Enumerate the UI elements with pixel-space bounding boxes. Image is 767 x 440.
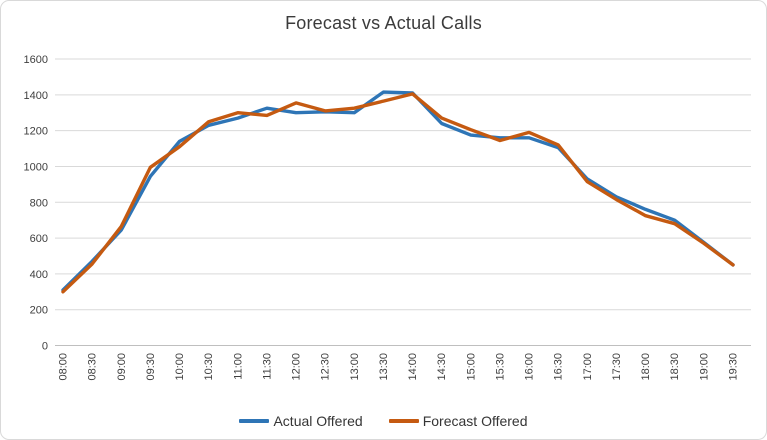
x-tick-label: 12:30: [320, 353, 332, 381]
legend-label: Forecast Offered: [422, 413, 528, 429]
x-tick-label: 11:00: [232, 353, 244, 380]
chart-title: Forecast vs Actual Calls: [285, 13, 482, 33]
y-tick-label: 800: [30, 197, 48, 209]
plot-area: 0 200 400 600 800 1000 1200 1400 1600 08:00 08:30 0…: [24, 54, 751, 381]
x-tick-label: 10:30: [203, 353, 215, 381]
y-tick-label: 0: [42, 341, 48, 353]
x-tick-label: 09:30: [145, 353, 157, 381]
x-tick-label: 15:00: [465, 353, 477, 381]
x-tick-label: 09:00: [116, 353, 128, 381]
x-tick-label: 16:00: [524, 353, 536, 381]
actual-legend-line-icon: [239, 419, 270, 423]
x-tick-label: 08:00: [58, 353, 70, 381]
y-tick-label: 1000: [24, 161, 48, 173]
y-tick-label: 400: [30, 269, 48, 281]
forecast-series-line: [61, 92, 735, 294]
x-tick-label: 13:00: [349, 353, 361, 381]
legend-item: Forecast Offered: [388, 413, 528, 429]
x-tick-label: 17:00: [582, 353, 594, 381]
x-tick-label: 08:30: [87, 353, 99, 381]
y-tick-label: 1200: [24, 126, 48, 138]
x-tick-label: 18:00: [640, 353, 652, 381]
y-tick-label: 1400: [24, 90, 48, 102]
x-tick-label: 13:30: [378, 353, 390, 381]
x-tick-label: 10:00: [174, 353, 186, 381]
x-tick-label: 14:00: [407, 353, 419, 381]
x-tick-label: 19:30: [728, 353, 740, 381]
x-tick-label: 17:30: [611, 353, 623, 381]
x-tick-label: 15:30: [494, 353, 506, 381]
x-tick-label: 19:00: [698, 353, 710, 381]
legend-item: Actual Offered: [239, 413, 363, 429]
x-tick-label: 16:30: [553, 353, 565, 381]
legend: Actual Offered Forecast Offered: [1, 413, 766, 429]
x-tick-label: 11:30: [261, 353, 273, 380]
x-tick-label: 12:00: [291, 353, 303, 381]
actual-series-line: [61, 90, 735, 292]
forecast-legend-line-icon: [388, 419, 419, 423]
x-tick-label: 14:30: [436, 353, 448, 381]
y-tick-label: 600: [30, 233, 48, 245]
y-tick-label: 1600: [24, 54, 48, 66]
legend-label: Actual Offered: [273, 413, 363, 429]
x-tick-label: 18:30: [669, 353, 681, 381]
y-tick-label: 200: [30, 305, 48, 317]
